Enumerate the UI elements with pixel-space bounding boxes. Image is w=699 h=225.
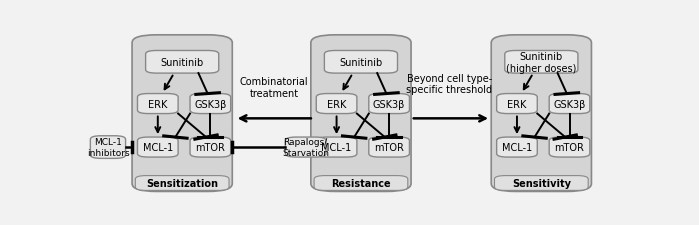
Text: mTOR: mTOR (196, 142, 225, 152)
FancyBboxPatch shape (132, 36, 232, 192)
Text: Sunitinib
(higher doses): Sunitinib (higher doses) (506, 52, 577, 73)
FancyBboxPatch shape (491, 36, 591, 192)
FancyBboxPatch shape (314, 176, 408, 191)
FancyBboxPatch shape (190, 94, 231, 114)
FancyBboxPatch shape (316, 137, 357, 157)
Text: Resistance: Resistance (331, 178, 391, 188)
FancyBboxPatch shape (311, 36, 411, 192)
FancyBboxPatch shape (369, 137, 410, 157)
FancyBboxPatch shape (136, 176, 229, 191)
Text: mTOR: mTOR (374, 142, 404, 152)
Text: mTOR: mTOR (554, 142, 584, 152)
Text: ERK: ERK (327, 99, 346, 109)
Text: MCL-1: MCL-1 (143, 142, 173, 152)
FancyBboxPatch shape (549, 137, 590, 157)
Text: Beyond cell type-
specific threshold: Beyond cell type- specific threshold (406, 73, 492, 95)
FancyBboxPatch shape (138, 94, 178, 114)
Text: Combinatorial
treatment: Combinatorial treatment (240, 77, 308, 98)
Text: ERK: ERK (148, 99, 168, 109)
Text: Sensitivity: Sensitivity (512, 178, 571, 188)
Text: GSK3β: GSK3β (194, 99, 226, 109)
Text: Sensitization: Sensitization (146, 178, 218, 188)
Text: GSK3β: GSK3β (373, 99, 405, 109)
Text: MCL-1
inhibitors: MCL-1 inhibitors (87, 138, 129, 157)
FancyBboxPatch shape (505, 51, 578, 74)
FancyBboxPatch shape (369, 94, 410, 114)
FancyBboxPatch shape (497, 137, 538, 157)
Text: ERK: ERK (507, 99, 526, 109)
Text: MCL-1: MCL-1 (502, 142, 532, 152)
FancyBboxPatch shape (90, 136, 126, 159)
FancyBboxPatch shape (138, 137, 178, 157)
Text: Sunitinib: Sunitinib (161, 58, 204, 68)
FancyBboxPatch shape (494, 176, 588, 191)
FancyBboxPatch shape (190, 137, 231, 157)
Text: MCL-1: MCL-1 (322, 142, 352, 152)
FancyBboxPatch shape (497, 94, 538, 114)
Text: GSK3β: GSK3β (554, 99, 586, 109)
FancyBboxPatch shape (324, 51, 398, 74)
Text: Sunitinib: Sunitinib (339, 58, 382, 68)
FancyBboxPatch shape (145, 51, 219, 74)
FancyBboxPatch shape (549, 94, 590, 114)
FancyBboxPatch shape (285, 137, 326, 157)
FancyBboxPatch shape (316, 94, 357, 114)
Text: Rapalogs/
Starvation: Rapalogs/ Starvation (282, 138, 329, 157)
